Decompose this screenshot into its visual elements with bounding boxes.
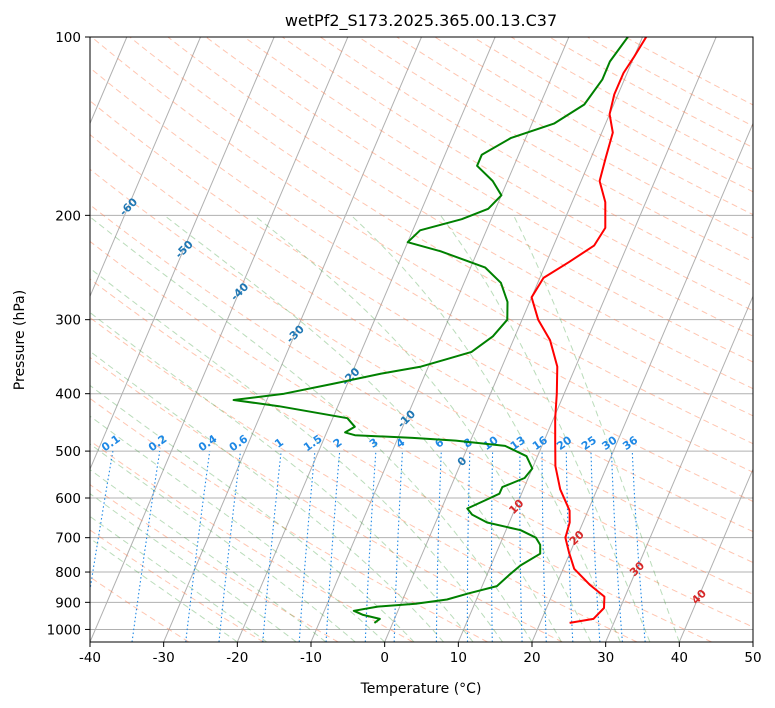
mixing-ratio-line <box>262 451 282 642</box>
plot-frame <box>89 36 754 643</box>
dry-adiabat <box>90 100 753 503</box>
mixing-ratio-line <box>298 451 316 642</box>
dry-adiabat <box>90 317 638 642</box>
y-tick-label: 400 <box>55 387 81 403</box>
isotherm-line <box>457 37 717 642</box>
moist-adiabat <box>440 215 651 642</box>
moist-adiabat <box>513 215 680 642</box>
moist-adiabat <box>90 415 386 642</box>
y-axis-label: Pressure (hPa) <box>12 290 28 390</box>
moist-adiabat <box>90 493 297 642</box>
y-tick-label: 1000 <box>47 622 81 638</box>
moist-adiabat <box>90 384 415 642</box>
x-axis-label: Temperature (°C) <box>360 681 482 697</box>
dewpoint-profile <box>232 37 629 624</box>
dry-adiabat <box>90 240 753 628</box>
moist-adiabat <box>163 214 562 642</box>
dry-adiabat <box>90 168 753 564</box>
profiles <box>232 37 648 624</box>
background-lines <box>90 37 753 642</box>
x-tick-label: 0 <box>380 650 389 666</box>
x-tick-label: -40 <box>79 650 101 666</box>
chart-title: wetPf2_S173.2025.365.00.13.C37 <box>285 11 557 31</box>
dry-adiabat <box>90 484 339 642</box>
moist-adiabat <box>90 537 238 642</box>
isotherm-line <box>678 467 753 642</box>
isotherm-line <box>90 37 349 642</box>
x-tick-label: 30 <box>597 650 614 666</box>
dry-adiabat <box>129 37 753 417</box>
dry-adiabat <box>90 397 488 642</box>
x-tick-label: 20 <box>523 650 540 666</box>
y-tick-label: 600 <box>55 491 81 507</box>
dry-adiabat <box>90 134 753 533</box>
isotherm-line <box>384 37 643 642</box>
isotherm-line <box>531 122 753 642</box>
y-tick-label: 300 <box>55 313 81 329</box>
x-tick-label: -20 <box>226 650 248 666</box>
dry-adiabat <box>90 529 264 642</box>
isotherm-line <box>310 37 570 642</box>
isotherm-line <box>163 37 422 642</box>
isotherm-line <box>236 37 496 642</box>
dry-adiabat <box>90 356 563 642</box>
moist-adiabat <box>90 443 356 642</box>
mixing-ratio-line <box>185 451 211 642</box>
x-tick-label: -10 <box>300 650 322 666</box>
y-tick-label: 900 <box>55 595 81 611</box>
x-tick-label: 40 <box>671 650 688 666</box>
isotherm-line <box>90 37 275 471</box>
isotherm-line <box>90 37 201 298</box>
x-tick-label: 50 <box>744 650 761 666</box>
y-tick-label: 500 <box>55 444 81 460</box>
x-tick-label: -30 <box>153 650 175 666</box>
moist-adiabat <box>90 515 268 642</box>
dry-adiabat <box>90 204 753 595</box>
axis-ticks: -40 -30 -20 -10 0 10 20 30 40 50 100 200 300 400 500 60… <box>47 30 762 666</box>
mixing-ratio-line <box>90 451 114 594</box>
mixing-ratio-line <box>131 451 161 642</box>
temperature-profile <box>530 37 648 624</box>
y-tick-label: 200 <box>55 208 81 224</box>
dry-adiabat <box>91 37 753 445</box>
x-tick-label: 10 <box>450 650 467 666</box>
moist-adiabat <box>253 214 592 642</box>
mixing-ratio-line <box>218 451 242 642</box>
moist-adiabat <box>90 267 503 642</box>
y-tick-label: 800 <box>55 565 81 581</box>
y-tick-label: 700 <box>55 531 81 547</box>
y-tick-label: 100 <box>55 30 81 46</box>
moist-adiabat <box>90 216 533 642</box>
moist-adiabat <box>90 311 474 642</box>
mixing-ratio-line <box>631 451 646 642</box>
moist-adiabat <box>90 469 327 642</box>
dry-adiabat <box>90 278 712 642</box>
isotherm-line <box>605 295 753 642</box>
dry-adiabat <box>243 37 753 337</box>
dry-adiabat <box>282 37 753 312</box>
